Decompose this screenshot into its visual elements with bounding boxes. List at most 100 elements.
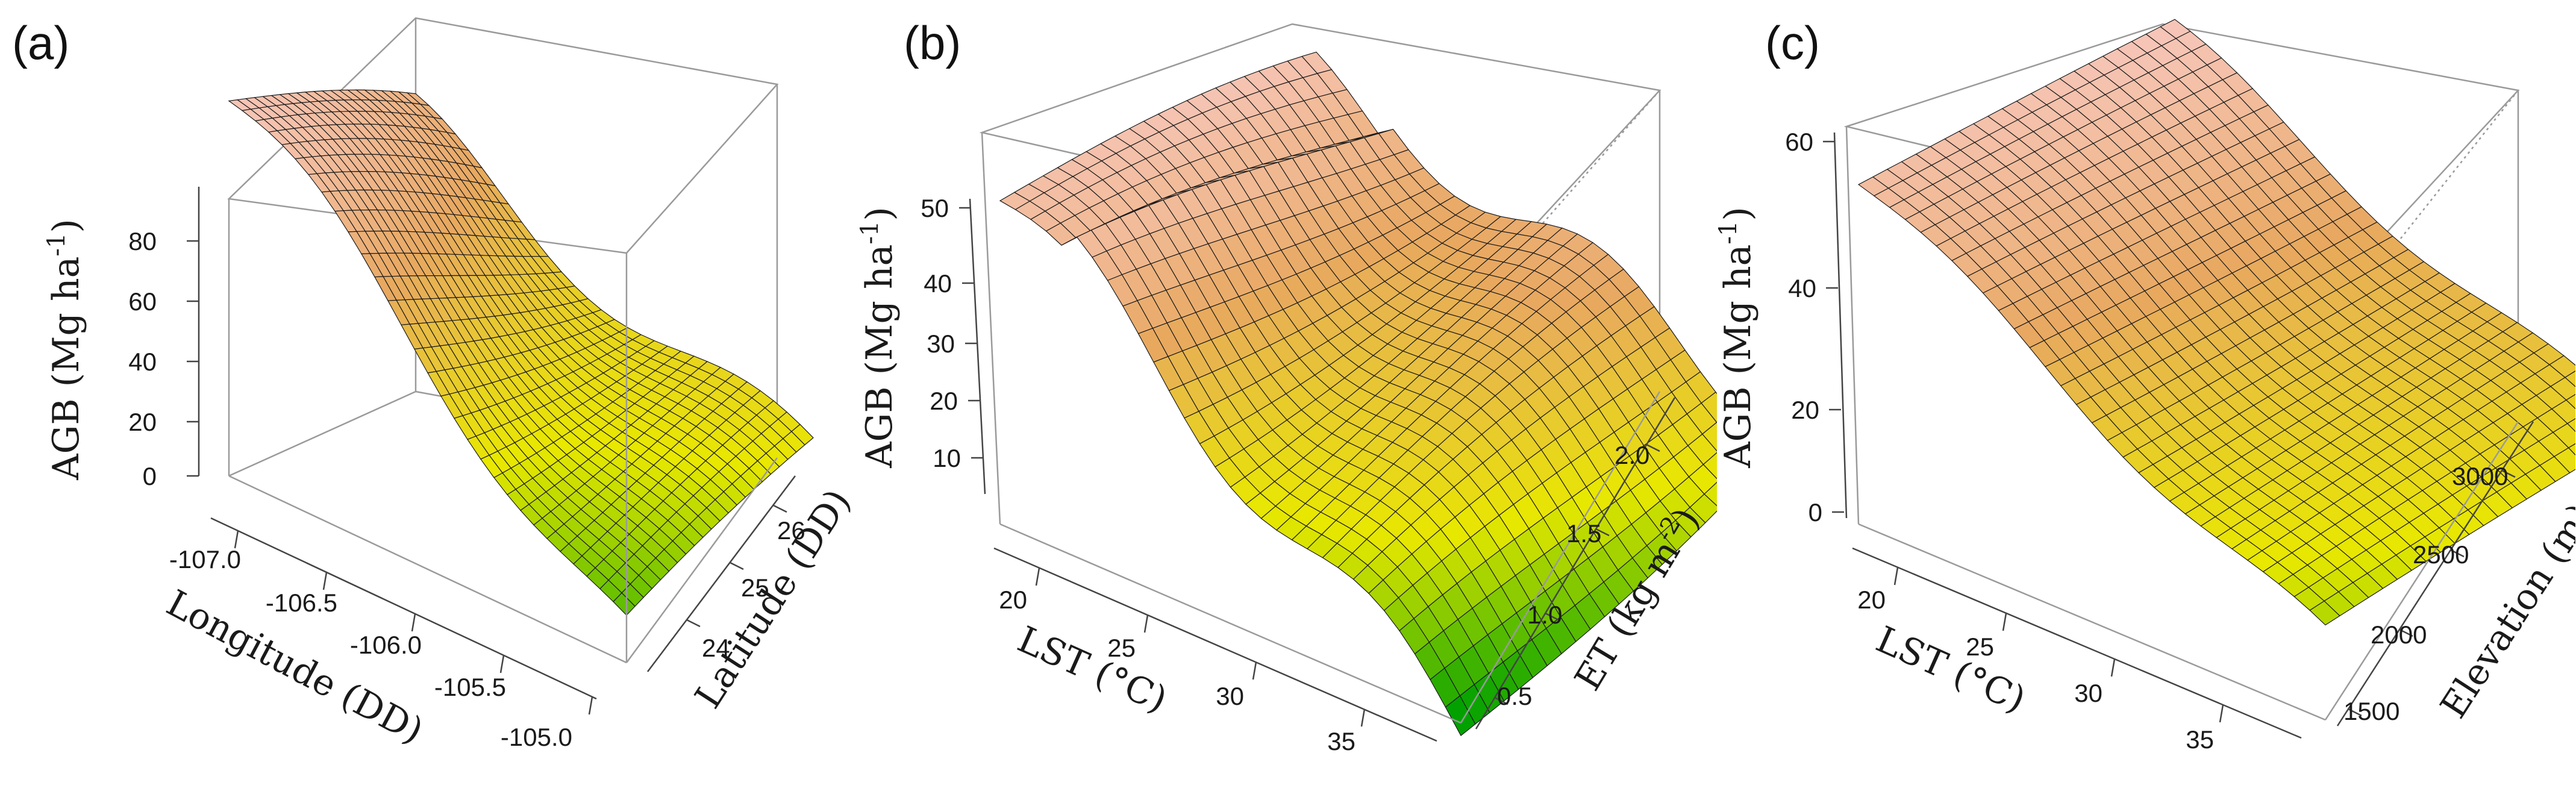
chart-b-y-tick-mark-0.5 — [1494, 696, 1508, 705]
chart-b-x-axis-line — [993, 547, 1437, 742]
chart-a-x-tick-1: -107.0 — [169, 545, 241, 573]
chart-b-x-tick-25: 25 — [1107, 634, 1136, 662]
chart-b-surface — [999, 51, 1717, 737]
chart-c-surface — [1857, 19, 2575, 626]
surface-facet — [2309, 600, 2340, 626]
chart-c-y-tick-mark-2000 — [2399, 628, 2413, 637]
chart-a-y-tick-mark-24 — [686, 619, 701, 628]
chart-a-z-tick-40: 40 — [128, 348, 157, 376]
chart-c-z-axis: 0 20 40 60 AGB (Mg ha-1) — [1717, 128, 1848, 527]
chart-b-y-tick-mark-1.5 — [1595, 528, 1610, 537]
chart-c-y-tick-2000: 2000 — [2371, 620, 2427, 649]
chart-b-z-tick-40: 40 — [924, 269, 952, 298]
chart-a-z-tick-20: 20 — [128, 408, 157, 436]
chart-b-box-front-bottom — [999, 523, 1462, 724]
surface-facet — [1445, 695, 1476, 737]
chart-c-box-front-bottom — [1858, 523, 2326, 721]
chart-c-z-tick-0: 0 — [1809, 498, 1822, 527]
chart-a-x-tick-mark-1 — [234, 530, 239, 549]
chart-a-y-axis-line — [647, 475, 796, 672]
chart-a-z-tick-80: 80 — [128, 227, 157, 255]
panel-c: (c) 0 20 40 60 AGB (Mg ha-1) 20 25 30 35… — [1717, 0, 2575, 800]
chart-c-x-axis-title: LST (°C) — [1870, 618, 2032, 721]
chart-a-z-tick-60: 60 — [128, 287, 157, 316]
chart-a-surface — [228, 89, 814, 616]
chart-b-y-tick-2.0: 2.0 — [1615, 441, 1649, 469]
surface-facet — [613, 592, 636, 616]
chart-c-y-tick-3000: 3000 — [2452, 462, 2508, 490]
chart-a-svg: (a) 0 20 40 60 80 AGB (Mg ha-1) -107.0 -… — [12, 16, 858, 752]
chart-a-z-tick-0: 0 — [143, 462, 157, 490]
chart-b-z-tick-50: 50 — [921, 194, 949, 222]
chart-c-x-axis: 20 25 30 35 LST (°C) — [1852, 547, 2302, 754]
chart-c-y-axis-line — [2336, 421, 2534, 727]
chart-c-x-tick-35: 35 — [2186, 725, 2214, 754]
chart-a-x-tick-5: -105.0 — [501, 723, 572, 751]
chart-c-z-axis-title: AGB (Mg ha-1) — [1717, 207, 1759, 469]
chart-b-y-tick-mark-2.0 — [1646, 443, 1660, 452]
chart-c-x-tick-mark-35 — [2219, 704, 2224, 723]
chart-c-x-tick-mark-25 — [2002, 613, 2007, 631]
chart-c-x-tick-30: 30 — [2074, 679, 2102, 707]
chart-c-x-tick-25: 25 — [1966, 633, 1994, 661]
chart-a-z-axis: 0 20 40 60 80 AGB (Mg ha-1) — [43, 187, 200, 490]
chart-a-x-tick-mark-2 — [322, 572, 328, 590]
chart-c-z-tick-60: 60 — [1785, 128, 1813, 156]
chart-a-x-axis-line — [210, 517, 597, 700]
chart-b-y-axis-line — [1475, 397, 1676, 730]
chart-a-x-tick-mark-3 — [411, 613, 416, 632]
chart-b-x-tick-30: 30 — [1216, 682, 1244, 710]
chart-c-x-tick-mark-20 — [1893, 567, 1899, 586]
chart-a-x-tick-mark-4 — [499, 655, 505, 673]
chart-a-y-tick-25: 25 — [741, 573, 769, 602]
chart-a-box-front — [228, 253, 778, 664]
chart-b-svg: (b) 10 20 30 40 50 AGB (Mg ha-1) 20 25 3… — [858, 16, 1717, 755]
chart-b-z-axis-line — [969, 198, 986, 495]
chart-b-x-tick-35: 35 — [1327, 727, 1355, 755]
chart-b-y-tick-1.0: 1.0 — [1527, 601, 1562, 629]
panel-label-b: (b) — [904, 16, 961, 69]
chart-b-x-tick-mark-25 — [1143, 614, 1149, 633]
chart-a-x-tick-3: -106.0 — [350, 631, 422, 659]
panel-b: (b) 10 20 30 40 50 AGB (Mg ha-1) 20 25 3… — [858, 0, 1717, 800]
chart-b-y-tick-1.5: 1.5 — [1566, 519, 1601, 548]
chart-c-y-tick-mark-1500 — [2348, 708, 2362, 717]
chart-c-y-tick-1500: 1500 — [2343, 697, 2399, 725]
chart-a-y-tick-mark-25 — [730, 561, 744, 570]
panel-label-a: (a) — [12, 16, 69, 69]
chart-b-z-tick-20: 20 — [930, 387, 958, 415]
chart-c-z-tick-20: 20 — [1791, 396, 1819, 424]
panel-label-c: (c) — [1765, 16, 1820, 69]
chart-c-y-tick-mark-3000 — [2501, 469, 2516, 478]
chart-c-box-inner-dotted — [2379, 90, 2519, 266]
chart-b-x-axis-title: LST (°C) — [1011, 618, 1174, 721]
surface-facet — [2568, 443, 2575, 456]
chart-c-box-left-edge — [1845, 126, 1860, 525]
chart-c-z-axis-line — [1833, 132, 1848, 519]
chart-b-z-tick-10: 10 — [933, 444, 961, 472]
chart-a-x-tick-4: -105.5 — [434, 673, 506, 701]
surface-facet — [2566, 418, 2575, 433]
chart-c-x-tick-mark-30 — [2110, 658, 2116, 677]
chart-b-box-front-right — [1460, 391, 1661, 723]
chart-b-x-tick-mark-35 — [1360, 708, 1366, 727]
chart-b-x-tick-mark-20 — [1035, 567, 1040, 586]
chart-b-box-front — [999, 391, 1661, 724]
chart-b-x-tick-20: 20 — [999, 586, 1027, 614]
panel-a: (a) 0 20 40 60 80 AGB (Mg ha-1) -107.0 -… — [0, 0, 858, 800]
chart-a-x-tick-mark-5 — [588, 696, 593, 715]
chart-c-y-tick-2500: 2500 — [2413, 540, 2469, 569]
chart-c-box-front-right — [2324, 421, 2519, 720]
chart-c-x-axis-line — [1852, 547, 2302, 739]
chart-b-y-tick-mark-1.0 — [1545, 612, 1559, 621]
chart-a-box-floor-left — [228, 390, 416, 477]
surface-facet — [2564, 370, 2575, 387]
chart-a-y-tick-mark-26 — [773, 504, 787, 513]
chart-a-box-front-right — [625, 457, 778, 663]
chart-b-y-tick-0.5: 0.5 — [1497, 682, 1532, 710]
chart-c-x-tick-20: 20 — [1857, 586, 1886, 614]
chart-a-x-tick-2: -106.5 — [266, 589, 337, 617]
chart-b-box-left-edge — [981, 132, 1001, 525]
chart-a-y-tick-26: 26 — [777, 516, 805, 545]
chart-c-y-tick-mark-2500 — [2450, 549, 2465, 558]
